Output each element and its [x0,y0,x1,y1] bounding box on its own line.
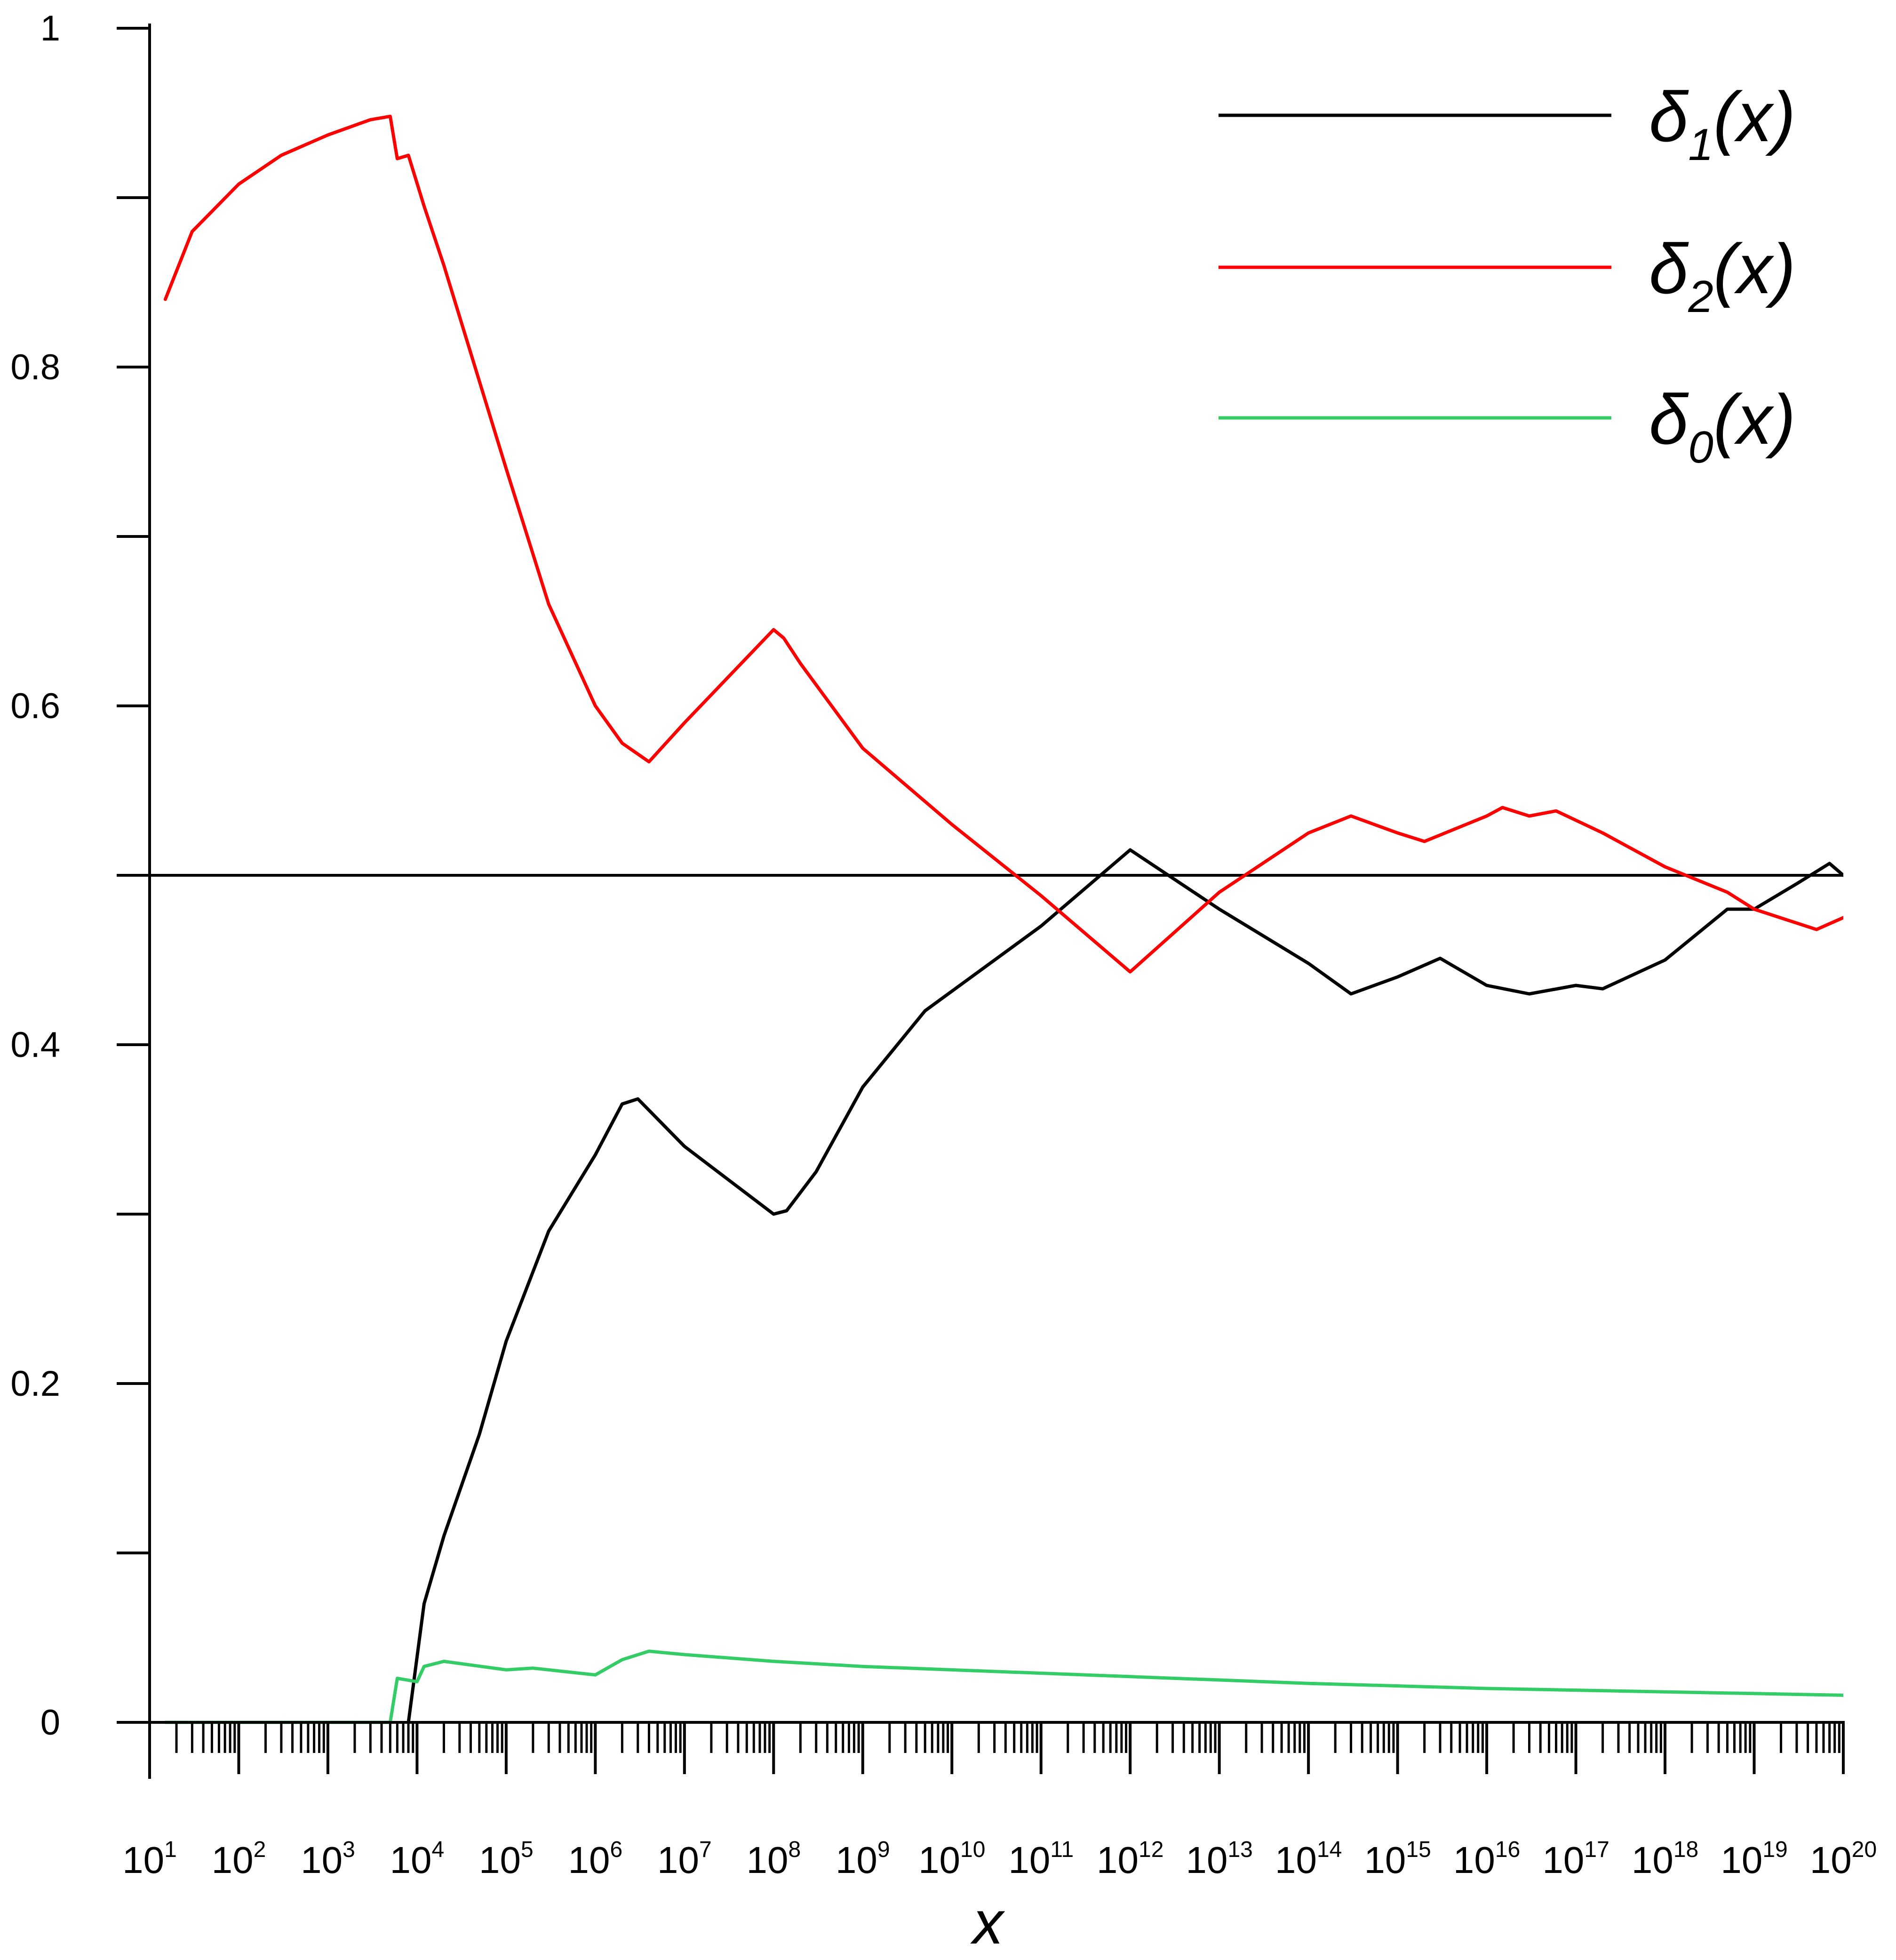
series-line [163,1649,1843,1724]
legend-label: δ1(x) [1649,77,1796,170]
x-axis-ticks: 101 102 103 104 105 106 107 108 109 1010 1011 1012 1… [122,1722,1877,1881]
x-tick-label: 1014 [1275,1837,1342,1881]
y-tick-label: 1 [40,8,60,48]
x-tick-label: 105 [479,1837,534,1881]
x-tick-label: 108 [746,1837,801,1881]
x-tick-label: 109 [836,1837,890,1881]
x-axis-minor-ticks [175,1722,1840,1753]
x-tick-label: 1016 [1453,1837,1520,1881]
x-tick-label: 1019 [1721,1837,1787,1881]
y-tick-label: 0.8 [10,347,60,387]
x-tick-label: 1012 [1097,1837,1163,1881]
series-line [163,114,1843,974]
x-tick-label: 107 [657,1837,712,1881]
x-tick-label: 1017 [1542,1837,1609,1881]
y-tick-label: 0.4 [10,1025,60,1065]
x-tick-label: 1010 [918,1837,985,1881]
x-tick-label: 103 [301,1837,355,1881]
x-axis-title: x [970,1888,1005,1957]
y-tick-label: 0.2 [10,1364,60,1404]
x-tick-label: 1011 [1008,1837,1074,1881]
y-axis-ticks: 0 0.2 0.4 0.6 0.8 1 [10,8,150,1743]
y-tick-label: 0 [40,1703,60,1743]
axes [148,24,1845,1779]
x-tick-label: 1018 [1632,1837,1698,1881]
x-tick-label: 1013 [1186,1837,1252,1881]
y-tick-label: 0.6 [10,686,60,726]
x-tick-label: 1020 [1810,1837,1877,1881]
x-tick-label: 102 [212,1837,266,1881]
x-tick-label: 104 [390,1837,445,1881]
x-tick-label: 106 [568,1837,623,1881]
legend: δ1(x) δ2(x) δ0(x) [1219,77,1796,472]
x-tick-label: 1015 [1364,1837,1431,1881]
x-tick-label: 101 [122,1837,177,1881]
series-line [406,848,1843,1724]
legend-label: δ0(x) [1649,380,1796,472]
series-layer [163,114,1843,1724]
legend-label: δ2(x) [1649,229,1796,322]
